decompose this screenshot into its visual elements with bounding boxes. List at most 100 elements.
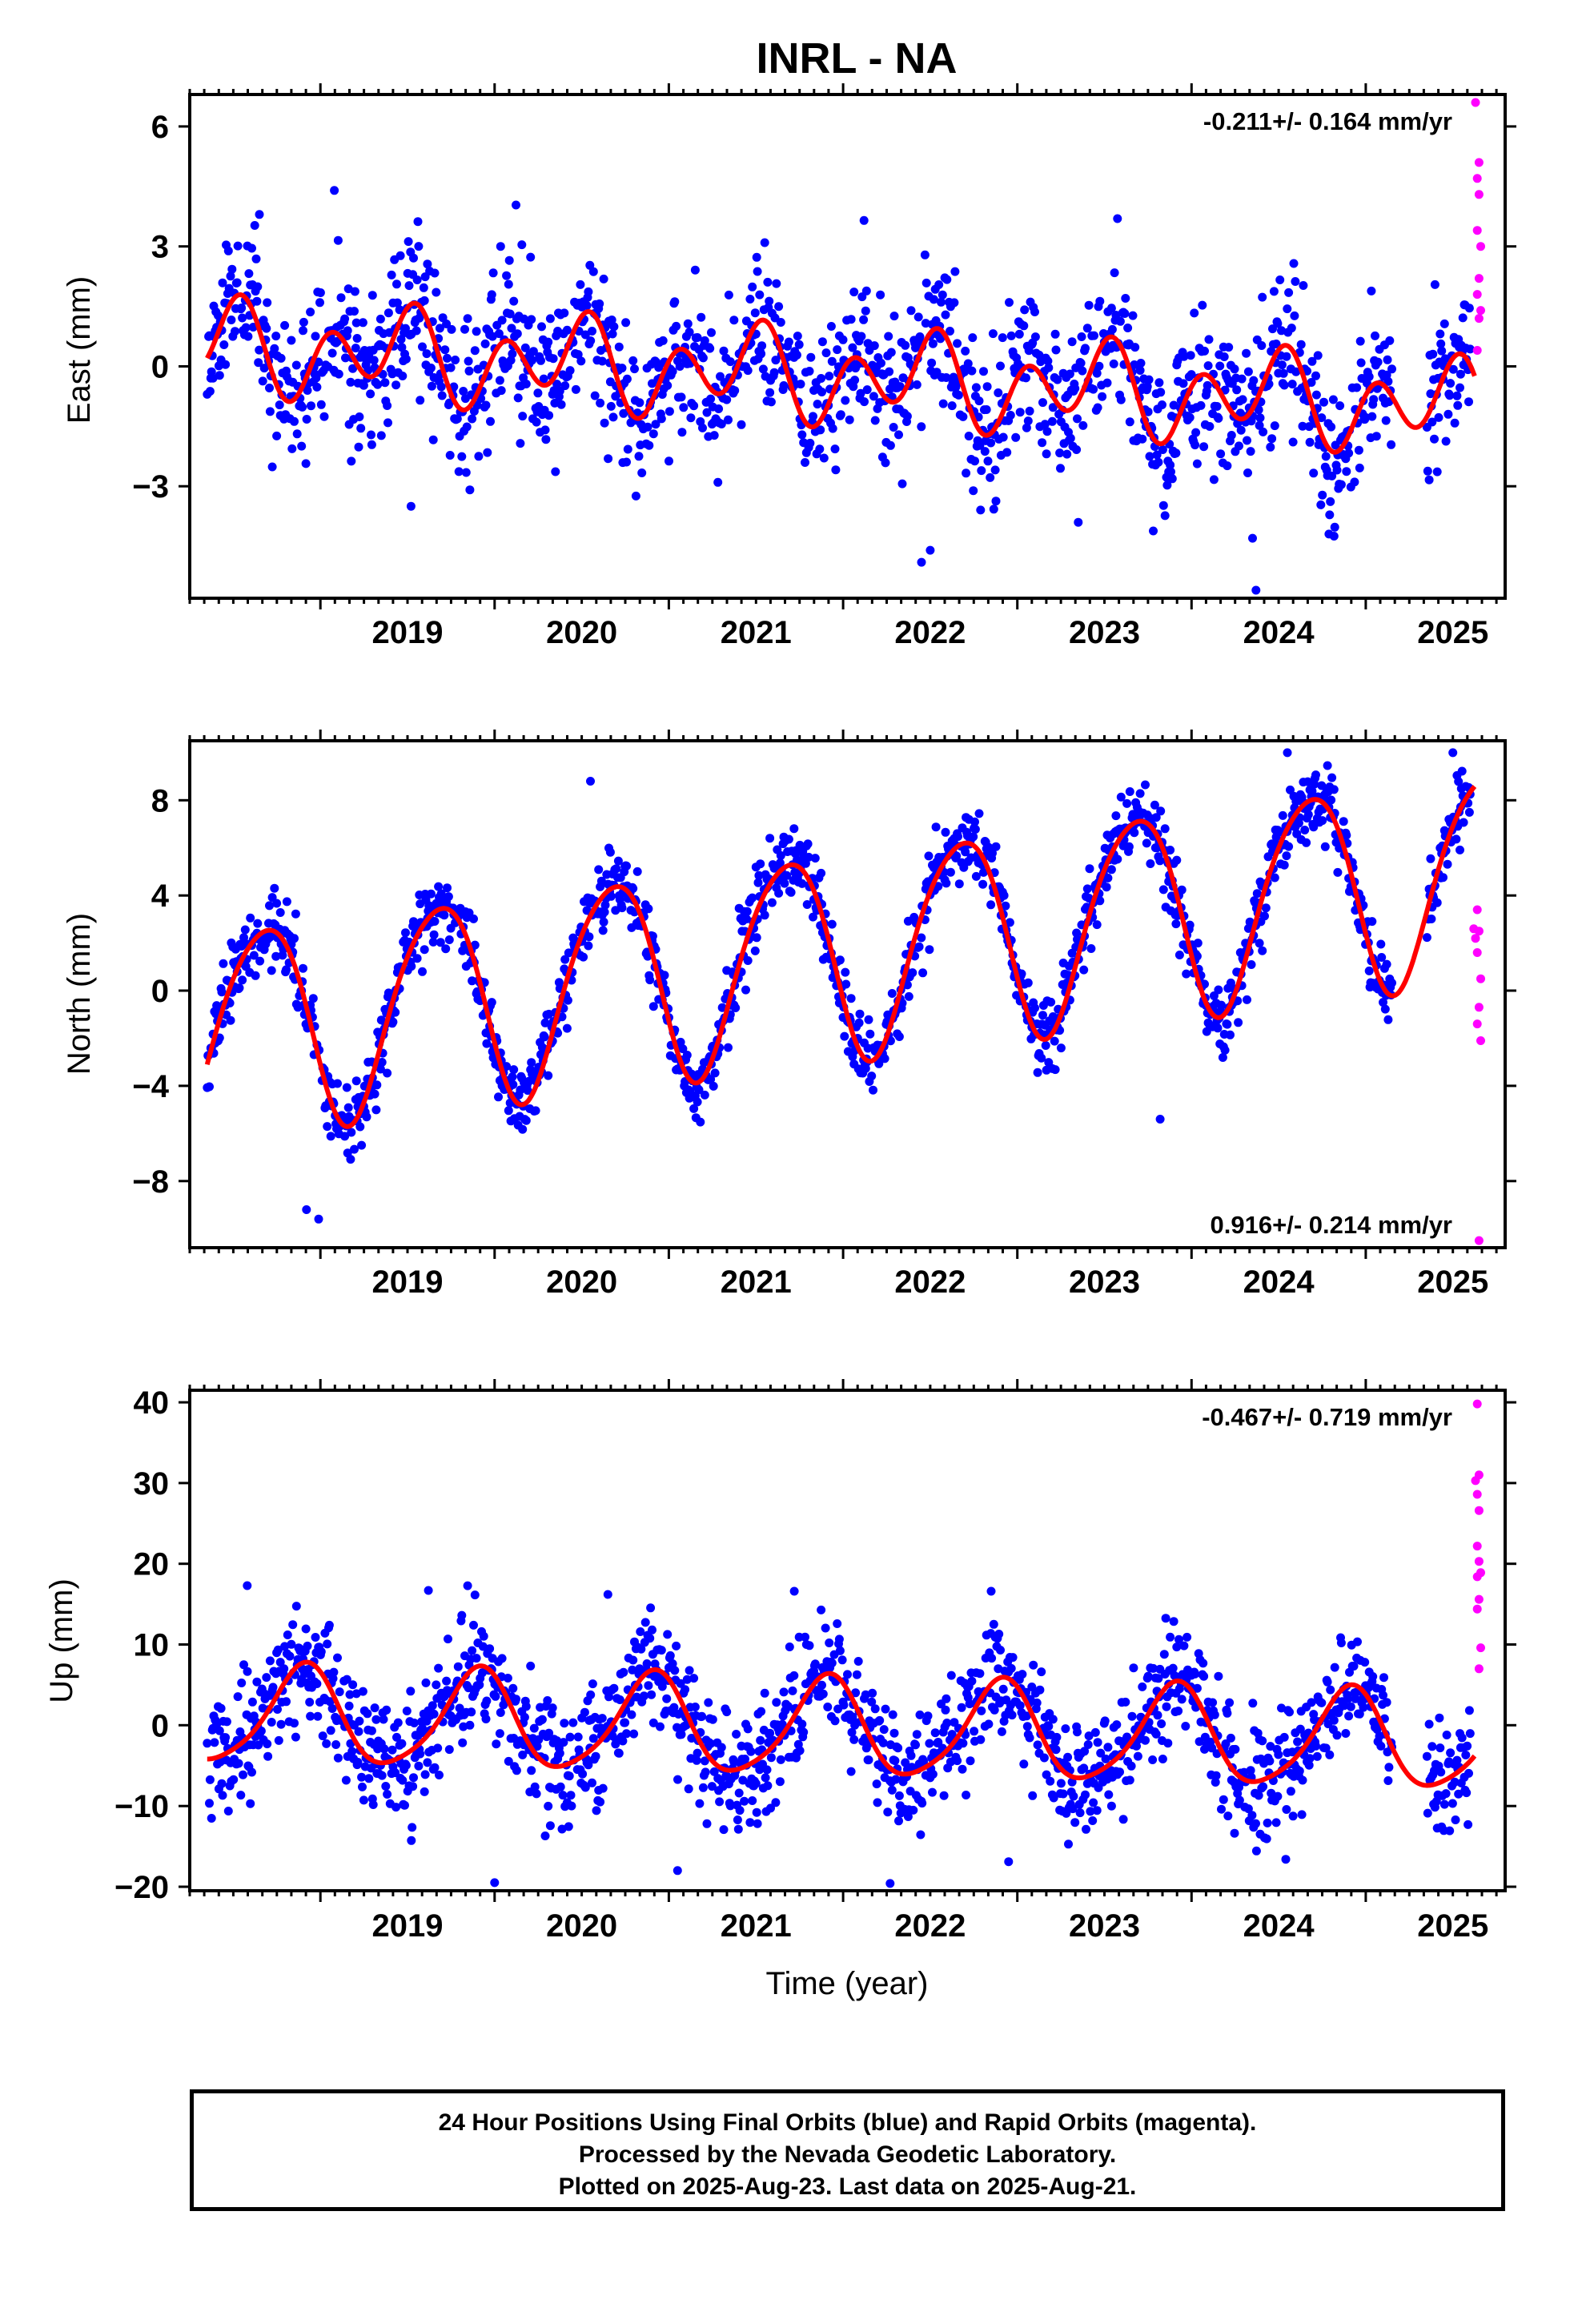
final-orbit-point bbox=[429, 1709, 439, 1719]
final-orbit-point bbox=[1281, 1855, 1291, 1864]
final-orbit-point bbox=[236, 1791, 246, 1800]
final-orbit-point bbox=[1443, 859, 1452, 869]
final-orbit-point bbox=[305, 1698, 315, 1707]
final-orbit-point bbox=[348, 364, 358, 373]
x-tick-label: 2025 bbox=[1417, 615, 1488, 650]
final-orbit-point bbox=[1252, 889, 1262, 899]
final-orbit-point bbox=[1006, 331, 1016, 340]
final-orbit-point bbox=[640, 1618, 650, 1627]
final-orbit-point bbox=[1282, 1805, 1291, 1814]
final-orbit-point bbox=[1125, 787, 1134, 796]
final-orbit-point bbox=[1382, 1698, 1391, 1707]
final-orbit-point bbox=[272, 431, 282, 440]
final-orbit-point bbox=[392, 298, 402, 308]
final-orbit-point bbox=[1275, 275, 1285, 284]
final-orbit-point bbox=[1204, 335, 1214, 344]
final-orbit-point bbox=[1048, 403, 1058, 412]
final-orbit-point bbox=[565, 366, 575, 376]
final-orbit-point bbox=[301, 459, 311, 468]
final-orbit-point bbox=[700, 1090, 709, 1100]
final-orbit-point bbox=[1209, 475, 1219, 485]
final-orbit-point bbox=[393, 1718, 403, 1727]
final-orbit-point bbox=[1083, 1740, 1093, 1749]
final-orbit-point bbox=[1056, 1043, 1066, 1053]
final-orbit-point bbox=[255, 210, 264, 219]
final-orbit-point bbox=[1214, 1671, 1223, 1681]
final-orbit-point bbox=[496, 386, 506, 396]
final-orbit-point bbox=[1440, 354, 1450, 364]
final-orbit-point bbox=[418, 342, 427, 352]
final-orbit-point bbox=[766, 1803, 775, 1813]
final-orbit-point bbox=[1006, 1663, 1016, 1673]
final-orbit-point bbox=[670, 1666, 680, 1675]
final-orbit-point bbox=[917, 933, 926, 943]
final-orbit-point bbox=[1155, 1115, 1165, 1124]
final-orbit-point bbox=[316, 400, 326, 409]
final-orbit-point bbox=[886, 348, 896, 357]
final-orbit-point bbox=[432, 1680, 441, 1690]
final-orbit-point bbox=[1152, 450, 1162, 460]
final-orbit-point bbox=[1423, 1808, 1432, 1818]
final-orbit-point bbox=[923, 1711, 933, 1721]
final-orbit-point bbox=[347, 456, 356, 466]
final-orbit-point bbox=[689, 1104, 699, 1113]
final-orbit-point bbox=[1297, 1810, 1307, 1819]
final-orbit-point bbox=[594, 865, 604, 875]
final-orbit-point bbox=[1025, 406, 1034, 416]
final-orbit-point bbox=[444, 892, 453, 902]
final-orbit-point bbox=[1326, 1685, 1335, 1695]
final-orbit-point bbox=[780, 879, 789, 888]
final-orbit-point bbox=[849, 1735, 859, 1744]
final-orbit-point bbox=[648, 429, 658, 439]
final-orbit-point bbox=[326, 1726, 335, 1735]
final-orbit-point bbox=[870, 416, 880, 425]
final-orbit-point bbox=[315, 298, 324, 308]
rapid-orbit-point bbox=[1476, 242, 1485, 251]
final-orbit-point bbox=[527, 315, 536, 324]
final-orbit-point bbox=[560, 308, 569, 318]
final-orbit-point bbox=[976, 1735, 986, 1744]
final-orbit-point bbox=[810, 1659, 820, 1669]
final-orbit-point bbox=[1069, 1791, 1078, 1801]
final-orbit-point bbox=[571, 384, 580, 394]
final-orbit-point bbox=[518, 412, 528, 421]
final-orbit-point bbox=[462, 422, 472, 432]
final-orbit-point bbox=[1162, 480, 1172, 490]
final-orbit-point bbox=[868, 1688, 877, 1698]
final-orbit-point bbox=[1439, 319, 1449, 328]
final-orbit-point bbox=[677, 392, 686, 402]
final-orbit-point bbox=[336, 293, 346, 303]
final-orbit-point bbox=[885, 1879, 895, 1888]
final-orbit-point bbox=[609, 322, 619, 332]
final-orbit-point bbox=[971, 871, 981, 881]
final-orbit-point bbox=[584, 932, 594, 942]
final-orbit-point bbox=[1053, 375, 1062, 384]
final-orbit-point bbox=[1169, 400, 1178, 410]
final-orbit-point bbox=[663, 380, 673, 390]
final-orbit-point bbox=[988, 848, 997, 858]
final-orbit-point bbox=[827, 1659, 837, 1668]
final-orbit-point bbox=[444, 1634, 452, 1644]
final-orbit-point bbox=[1217, 1000, 1226, 1010]
final-orbit-point bbox=[954, 390, 963, 400]
final-orbit-point bbox=[636, 1627, 645, 1636]
y-tick-label: 4 bbox=[151, 879, 170, 914]
final-orbit-point bbox=[246, 1799, 255, 1808]
final-orbit-point bbox=[1005, 298, 1014, 308]
final-orbit-point bbox=[929, 295, 938, 304]
final-orbit-point bbox=[387, 1745, 397, 1755]
final-orbit-point bbox=[1267, 434, 1277, 444]
final-orbit-point bbox=[1286, 1787, 1295, 1796]
final-orbit-point bbox=[416, 1749, 425, 1759]
final-orbit-point bbox=[677, 1730, 686, 1739]
final-orbit-point bbox=[953, 339, 962, 348]
x-tick-label: 2022 bbox=[894, 1265, 966, 1300]
final-orbit-point bbox=[942, 879, 951, 888]
final-orbit-point bbox=[217, 1779, 227, 1788]
final-orbit-point bbox=[354, 442, 363, 452]
final-orbit-point bbox=[642, 1659, 652, 1668]
final-orbit-point bbox=[560, 1719, 569, 1728]
final-orbit-point bbox=[1020, 305, 1030, 315]
final-orbit-point bbox=[392, 279, 401, 289]
final-orbit-point bbox=[527, 1766, 536, 1775]
